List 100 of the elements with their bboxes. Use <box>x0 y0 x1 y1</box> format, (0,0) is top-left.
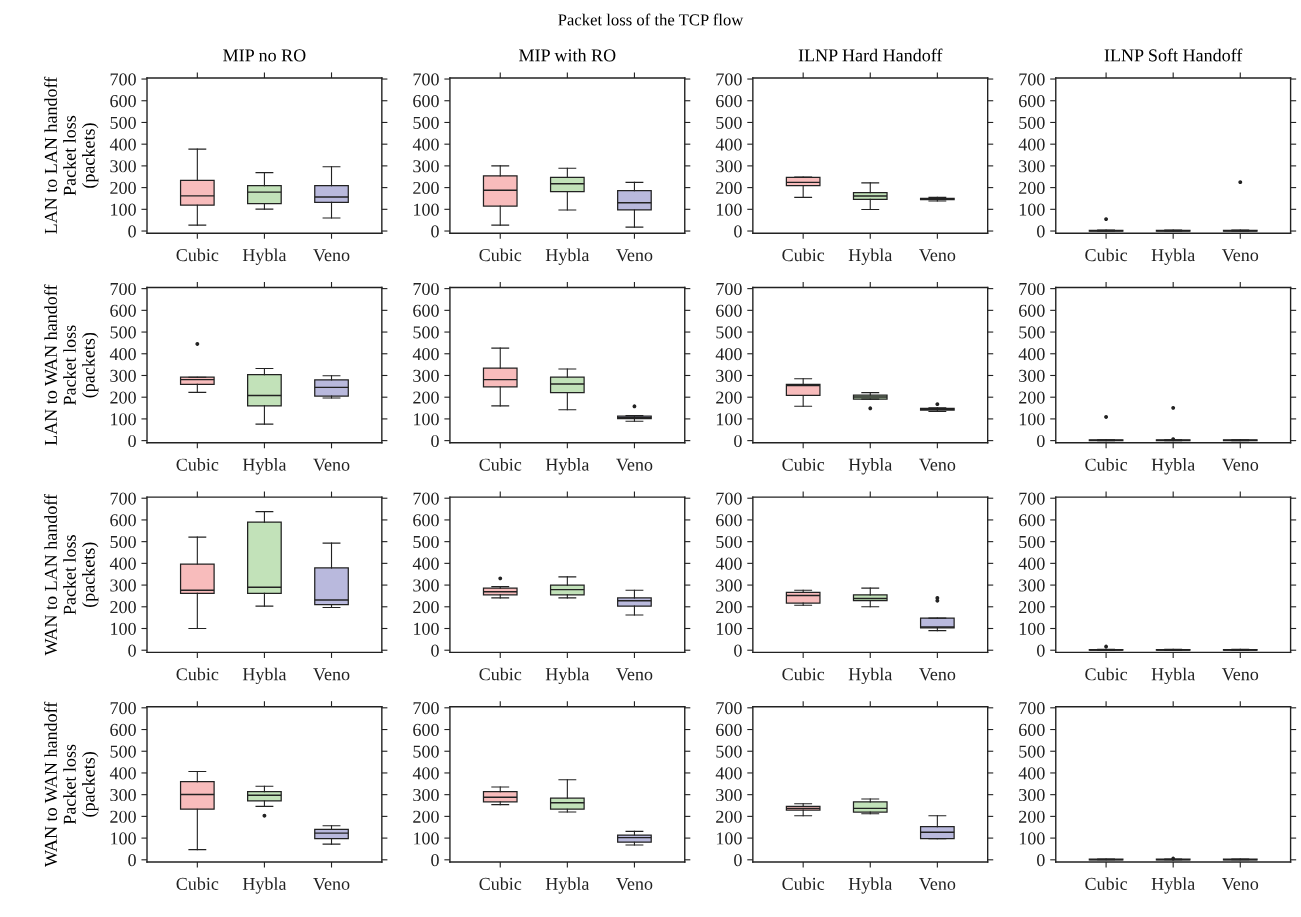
y-tick-label: 300 <box>716 579 742 592</box>
y-tick-label: 200 <box>716 181 742 195</box>
y-tick-label: 100 <box>1019 413 1045 426</box>
y-tick-label: 100 <box>414 413 439 426</box>
x-tick-label: Cubic <box>1085 667 1128 681</box>
y-tick-label: 300 <box>413 579 439 592</box>
y-axis-title: LAN to WAN handoff Packet loss (packets) <box>44 284 99 446</box>
y-tick-label: 400 <box>715 138 742 151</box>
x-tick-label: Veno <box>1221 249 1259 262</box>
y-tick-label: 600 <box>413 304 439 317</box>
y-tick-label: 0 <box>1037 225 1045 238</box>
y-tick-label: 600 <box>413 514 439 527</box>
y-tick-label: 500 <box>716 745 742 758</box>
y-tick-label: 500 <box>716 326 742 339</box>
y-tick-label: 0 <box>128 644 136 657</box>
y-tick-label: 200 <box>1019 181 1045 195</box>
y-tick-label: 100 <box>716 203 742 216</box>
y-tick-label: 700 <box>413 73 439 86</box>
y-tick-label: 0 <box>128 854 136 867</box>
y-tick-label: 0 <box>431 644 439 657</box>
x-tick-label: Veno <box>1221 668 1259 681</box>
y-tick-label: 700 <box>716 282 742 296</box>
x-tick-label: Hybla <box>242 667 287 685</box>
y-tick-label: 700 <box>413 282 439 296</box>
y-tick-label: 200 <box>110 810 136 823</box>
x-tick-label: Veno <box>919 877 956 891</box>
y-tick-label: 400 <box>109 138 136 151</box>
y-tick-label: 600 <box>110 723 136 736</box>
x-tick-label: Hybla <box>545 877 590 894</box>
y-tick-label: 100 <box>414 832 439 845</box>
y-tick-label: 300 <box>110 369 136 382</box>
y-tick-label: 600 <box>413 723 439 736</box>
x-tick-label: Veno <box>919 668 956 681</box>
y-tick-label: 0 <box>734 854 742 867</box>
y-tick-label: 500 <box>110 745 136 758</box>
x-tick-label: Cubic <box>176 248 219 262</box>
y-tick-label: 0 <box>1037 644 1045 657</box>
y-tick-label: 100 <box>716 832 742 845</box>
y-tick-label: 700 <box>716 73 742 86</box>
y-tick-label: 700 <box>413 702 439 715</box>
x-tick-label: Cubic <box>782 877 825 890</box>
y-tick-label: 500 <box>1019 326 1045 339</box>
y-tick-label: 100 <box>111 203 136 216</box>
y-tick-label: 300 <box>1019 369 1045 382</box>
y-tick-label: 400 <box>715 348 742 361</box>
y-tick-label: 0 <box>734 644 742 657</box>
x-tick-label: Hybla <box>848 667 893 685</box>
y-tick-label: 100 <box>1019 622 1045 635</box>
text: Packet loss of the TCP flow <box>558 13 744 26</box>
x-tick-label: Veno <box>919 249 956 262</box>
chart-title: ILNP Soft Handoff <box>1104 48 1243 62</box>
x-tick-label: Cubic <box>176 667 219 681</box>
y-tick-label: 500 <box>413 535 439 549</box>
y-tick-label: 300 <box>413 369 439 382</box>
y-tick-label: 600 <box>110 304 136 317</box>
x-tick-label: Hybla <box>545 248 590 265</box>
y-tick-label: 400 <box>715 767 742 780</box>
y-tick-label: 600 <box>110 514 136 527</box>
y-tick-label: 400 <box>412 767 439 780</box>
y-tick-label: 600 <box>1019 304 1045 317</box>
y-tick-label: 500 <box>1019 116 1045 129</box>
y-tick-label: 300 <box>1019 788 1045 802</box>
y-tick-label: 400 <box>1018 557 1045 570</box>
y-tick-label: 100 <box>1019 203 1045 216</box>
y-tick-label: 600 <box>1019 514 1045 527</box>
y-tick-label: 300 <box>716 160 742 173</box>
y-tick-label: 700 <box>1019 73 1045 86</box>
y-tick-label: 300 <box>110 579 136 592</box>
x-tick-label: Hybla <box>1151 458 1195 475</box>
y-tick-label: 200 <box>1019 601 1045 614</box>
y-tick-label: 100 <box>716 413 742 426</box>
y-tick-label: 500 <box>413 745 439 758</box>
y-tick-label: 0 <box>734 434 742 448</box>
y-tick-label: 500 <box>110 116 136 129</box>
y-tick-label: 300 <box>716 788 742 802</box>
x-tick-label: Cubic <box>1085 248 1128 262</box>
y-tick-label: 400 <box>412 138 439 151</box>
x-tick-label: Cubic <box>782 667 825 681</box>
y-tick-label: 400 <box>109 557 136 570</box>
y-tick-label: 200 <box>413 810 439 823</box>
y-tick-label: 200 <box>1019 810 1045 823</box>
chart-title: ILNP Hard Handoff <box>798 48 943 62</box>
y-tick-label: 400 <box>412 557 439 570</box>
y-tick-label: 200 <box>110 601 136 614</box>
y-tick-label: 100 <box>414 203 439 216</box>
x-tick-label: Veno <box>1221 877 1259 891</box>
y-tick-label: 400 <box>109 767 136 780</box>
x-tick-label: Veno <box>313 249 350 262</box>
x-tick-label: Veno <box>616 249 653 262</box>
y-tick-label: 0 <box>431 225 439 238</box>
x-tick-label: Cubic <box>1085 458 1128 471</box>
y-tick-label: 700 <box>110 702 136 715</box>
y-tick-label: 400 <box>1018 767 1045 780</box>
y-tick-label: 600 <box>110 95 136 108</box>
y-tick-label: 200 <box>1019 391 1045 404</box>
y-tick-label: 200 <box>716 601 742 614</box>
y-tick-label: 0 <box>1037 854 1045 867</box>
x-tick-label: Cubic <box>479 667 522 681</box>
y-tick-label: 400 <box>1018 138 1045 151</box>
y-tick-label: 600 <box>716 95 742 108</box>
